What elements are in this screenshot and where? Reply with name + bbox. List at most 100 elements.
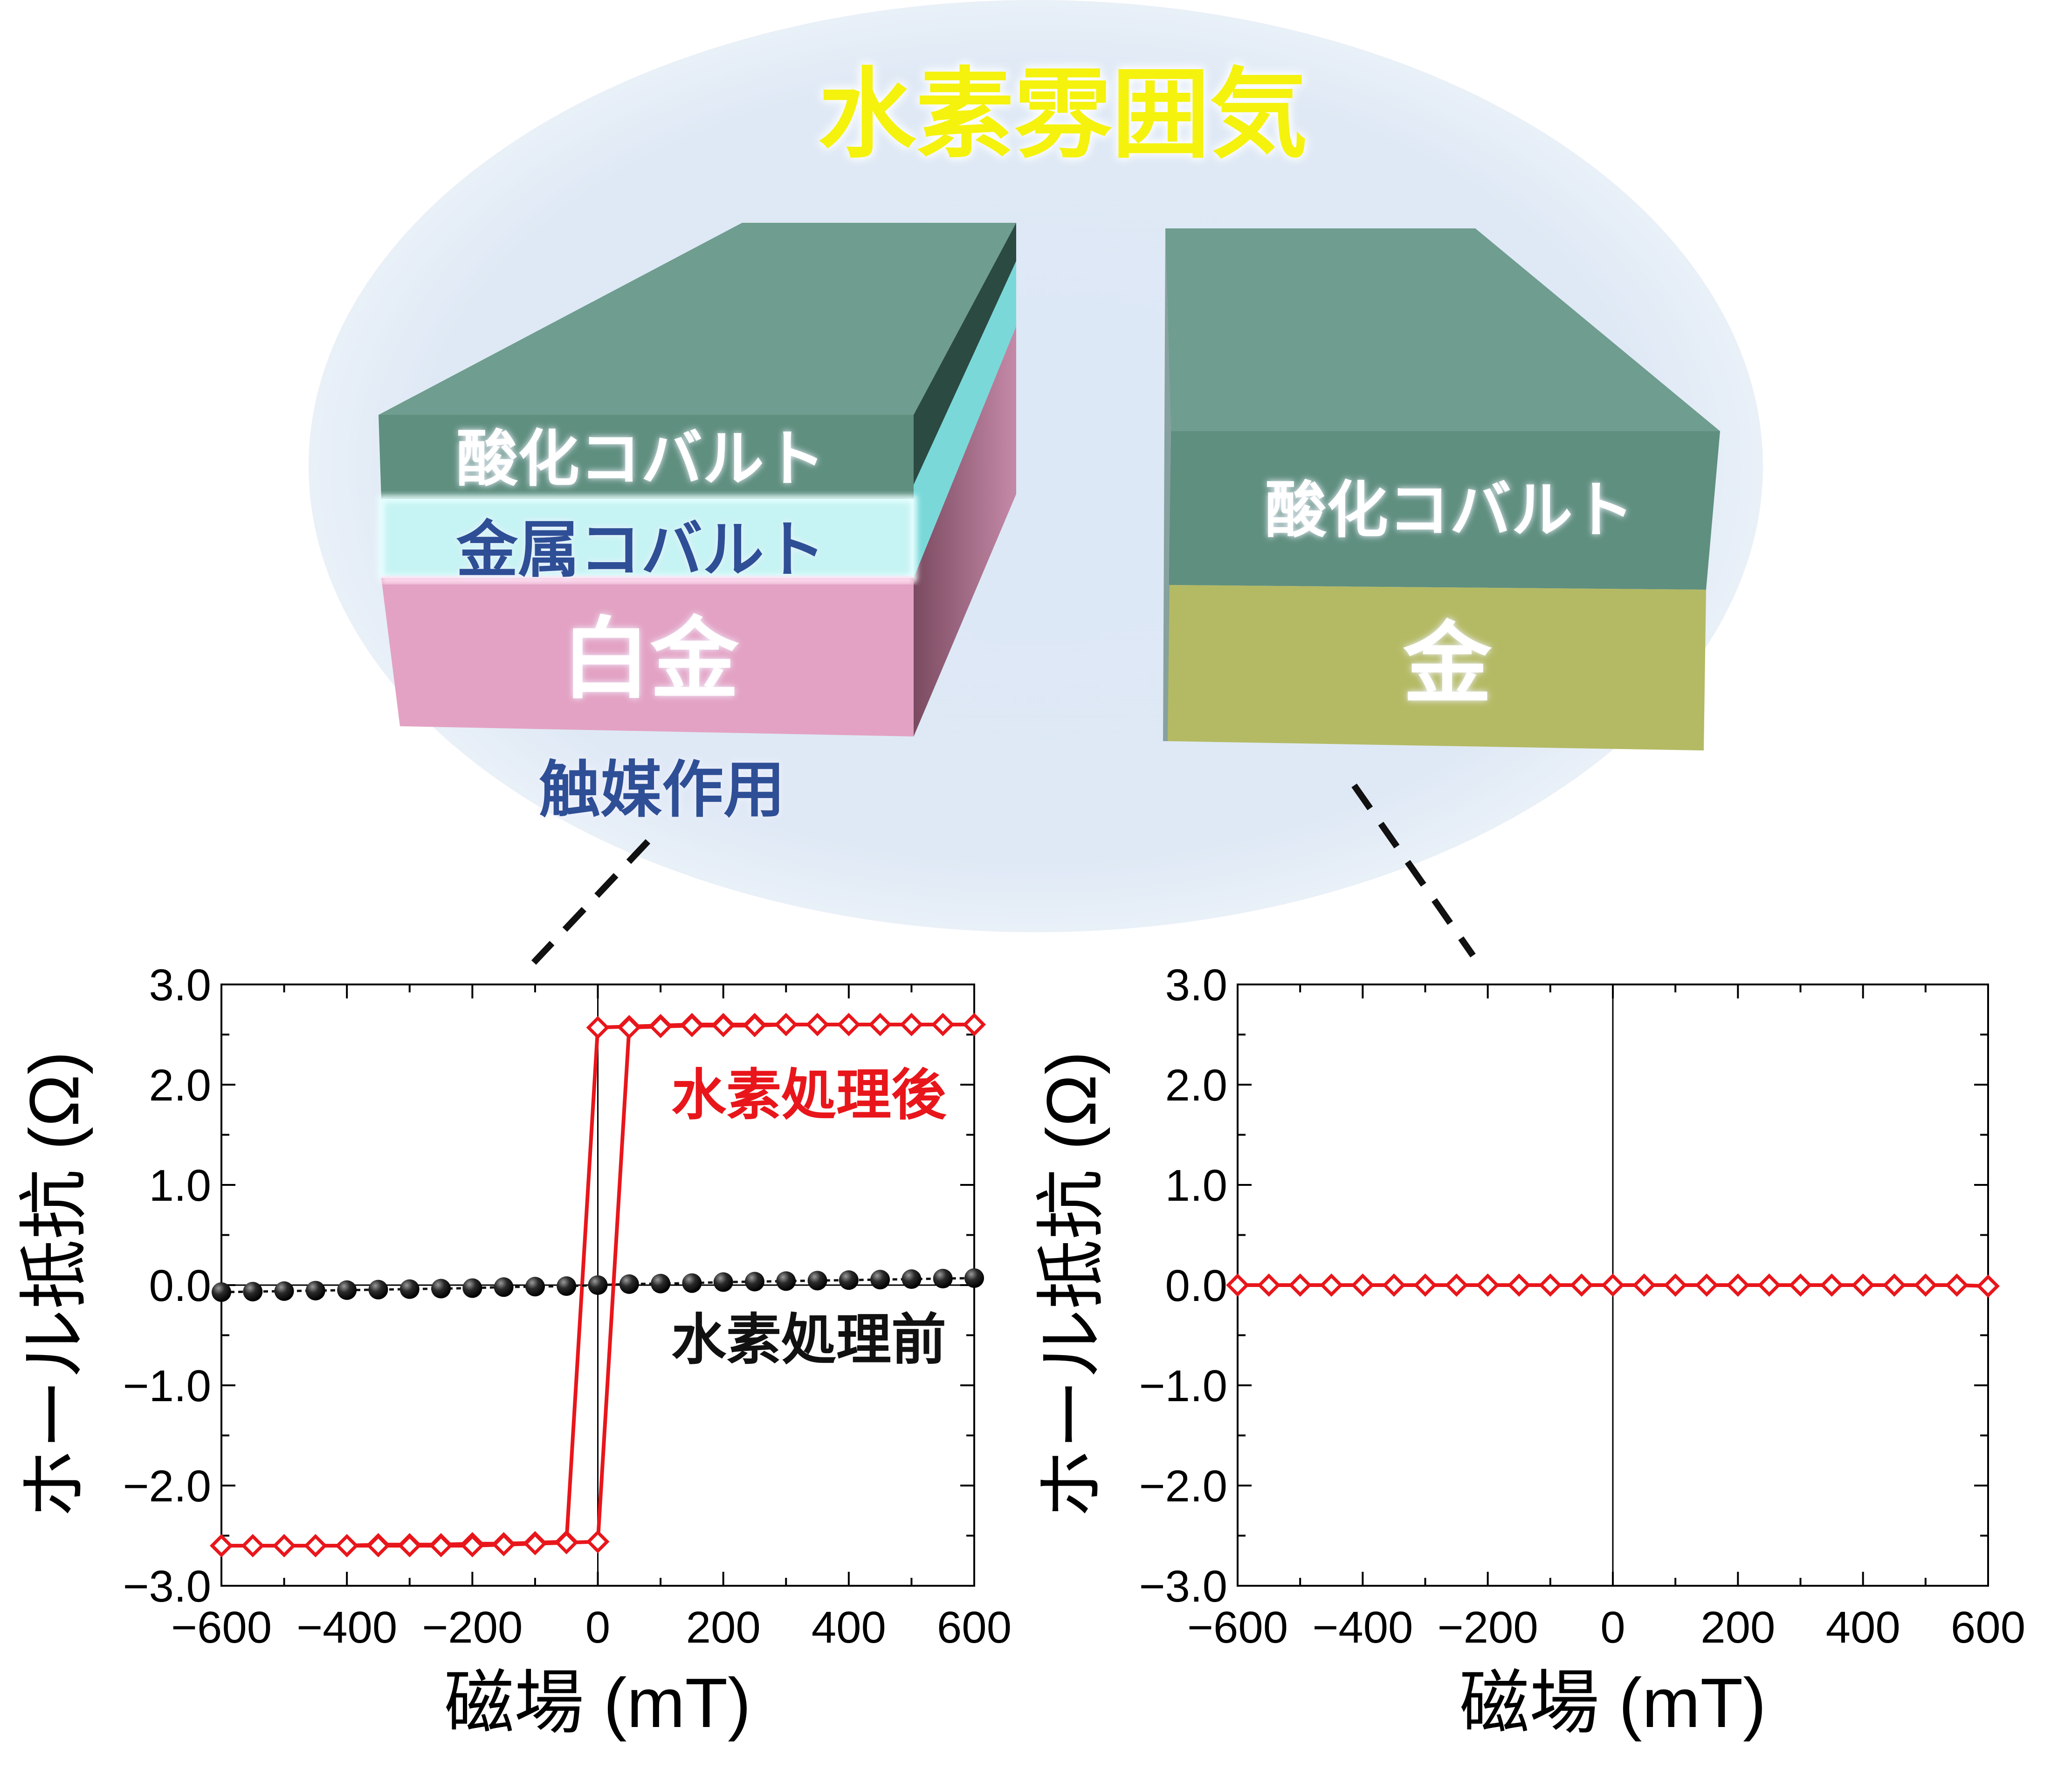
left-series-1-point (243, 1281, 263, 1301)
left-hall-resistance-chart: −600 −400 −200 0 200 400 600 3.0 2.0 1.0 0.0 −1.0 −2… (15, 960, 1012, 1742)
right-series-0-main-point (1882, 1273, 1906, 1297)
left-y-tick-label: 3.0 (149, 960, 211, 1010)
left-y-tick-label: −1.0 (123, 1361, 211, 1411)
left-series-1-point (588, 1275, 608, 1295)
left-series-1-point (557, 1276, 577, 1296)
left-series-0-up-point (586, 1530, 610, 1554)
left-y-tick-label: −3.0 (123, 1562, 211, 1611)
left-y-axis-label: ホール抵抗 (Ω) (15, 1051, 93, 1519)
left-series-1-point (839, 1270, 859, 1290)
right-x-tick-label: −200 (1438, 1603, 1538, 1652)
left-series-0-up-point (805, 1013, 829, 1036)
left-series-0-up-point (335, 1534, 359, 1557)
right-series-0-main-point (1538, 1273, 1562, 1297)
right-series-0-main-point (1789, 1273, 1812, 1297)
right-series-0-main-point (1726, 1273, 1750, 1297)
left-series-0-up-point (963, 1013, 986, 1036)
right-series-0-main-point (1413, 1273, 1437, 1297)
left-layer-platinum-glow (381, 576, 914, 584)
left-connector-dashed-line (531, 839, 651, 965)
left-y-tick-label: −2.0 (123, 1461, 211, 1511)
right-x-tick-label: 600 (1951, 1603, 2025, 1652)
illustration: 水素雰囲気 酸化コバルト 金属コバルト 白金 触媒作用 酸化コバルト 金 (309, 0, 1763, 965)
left-x-tick-label: 400 (812, 1603, 886, 1652)
left-series-1-point (399, 1279, 420, 1299)
right-x-tick-label: 400 (1826, 1603, 1900, 1652)
left-metal-cobalt-label: 金属コバルト (456, 516, 826, 584)
left-block-top-face (379, 223, 1016, 415)
right-x-axis-label: 磁場 (mT) (1459, 1664, 1766, 1742)
left-y-tick-label: 0.0 (149, 1261, 211, 1311)
left-x-tick-label: 200 (686, 1603, 761, 1652)
left-series-1-point (494, 1277, 514, 1297)
left-x-axis-label: 磁場 (mT) (444, 1664, 751, 1742)
left-series-0-up-point (649, 1015, 673, 1039)
left-series-0-up-point (461, 1534, 484, 1557)
left-axes: −600 −400 −200 0 200 400 600 3.0 2.0 1.0 0.0 −1.0 −2… (123, 960, 1012, 1652)
right-layer-oxide (1169, 431, 1720, 590)
catalysis-caption: 触媒作用 (539, 756, 785, 824)
left-series-0-up-point (429, 1534, 453, 1557)
right-series-0-main-point (1976, 1274, 2000, 1298)
left-series-0-up-point (837, 1013, 860, 1036)
left-series-1-point (651, 1273, 671, 1293)
left-series-1-point (933, 1269, 953, 1289)
right-series-0-main-point (1820, 1273, 1844, 1297)
left-block-side-oxide (914, 223, 1016, 485)
right-series-0-main-point (1569, 1273, 1593, 1297)
left-series-1-point (337, 1280, 357, 1300)
right-series-0-main-point (1914, 1273, 1937, 1297)
right-series-0-main-point (1226, 1273, 1249, 1297)
left-x-tick-label: −200 (422, 1603, 523, 1652)
right-plot-marks (1226, 1273, 2000, 1298)
right-series-0-main-point (1632, 1273, 1656, 1297)
right-y-tick-label: 3.0 (1165, 960, 1227, 1010)
right-series-0-main-point (1664, 1273, 1687, 1297)
left-y-tick-label: 1.0 (149, 1161, 211, 1211)
right-y-tick-label: 1.0 (1165, 1161, 1227, 1211)
left-series-1-point (368, 1280, 388, 1300)
left-platinum-label: 白金 (562, 610, 739, 709)
left-series-0-up-point (931, 1013, 955, 1036)
atmosphere-label: 水素雰囲気 (818, 60, 1308, 169)
right-series-0-main-point (1476, 1273, 1500, 1297)
right-y-tick-label: −1.0 (1139, 1361, 1227, 1411)
left-oxide-label: 酸化コバルト (456, 425, 826, 493)
right-series-0-main-point (1320, 1273, 1343, 1297)
right-block-left-edge (1163, 228, 1171, 741)
left-series-0-up-point (711, 1014, 735, 1038)
right-series-0-main-point (1257, 1273, 1281, 1297)
right-series-0-main-point (1445, 1273, 1468, 1297)
right-y-tick-label: 0.0 (1165, 1261, 1227, 1311)
left-x-tick-label: 0 (585, 1603, 610, 1652)
left-series-1-point (462, 1278, 482, 1298)
right-x-tick-label: −400 (1312, 1603, 1413, 1652)
left-series-0-up-point (617, 1016, 641, 1039)
left-series-0-up-point (398, 1534, 421, 1557)
right-y-tick-label: −3.0 (1139, 1562, 1227, 1611)
right-series-0-main-point (1757, 1273, 1781, 1297)
left-series-1-point (776, 1271, 796, 1291)
right-series-0-main-point (1288, 1273, 1312, 1297)
left-series-0-up-point (868, 1013, 892, 1036)
right-series-0-main-point (1351, 1273, 1375, 1297)
right-gold-label: 金 (1403, 615, 1492, 714)
left-series-0-up-point (555, 1531, 578, 1555)
left-x-tick-label: −600 (171, 1603, 272, 1652)
left-layer-metal-cobalt (381, 499, 914, 578)
left-series-0-up-point (900, 1013, 923, 1036)
left-series-0-up-point (492, 1533, 516, 1556)
left-series-0-up-point (241, 1534, 265, 1557)
left-block-side-metal (914, 261, 1016, 578)
left-plot-marks (210, 1013, 986, 1557)
left-series-1-point (212, 1282, 231, 1302)
left-series-0-up-point (272, 1534, 296, 1557)
left-series-1-point (619, 1274, 639, 1294)
right-hall-resistance-chart: −600 −400 −200 0 200 400 600 3.0 2.0 1.0 0.0 −1.0 −2… (1032, 960, 2025, 1742)
right-series-0-main-point (1382, 1273, 1406, 1297)
left-series-0-up-point (774, 1013, 798, 1036)
left-series-1-point (744, 1272, 764, 1292)
left-series-0-up-point (680, 1014, 704, 1038)
left-series-0-up-point (210, 1534, 233, 1557)
